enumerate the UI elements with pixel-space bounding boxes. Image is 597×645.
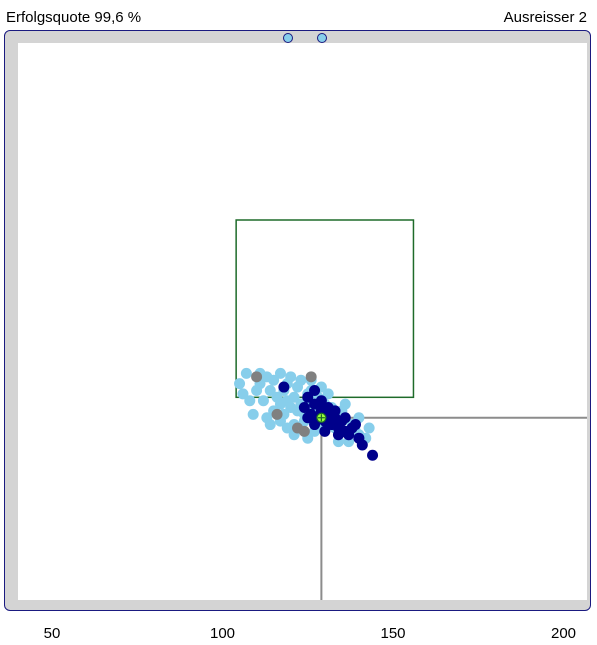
x-tick-label: 50 [43,625,61,642]
shot-point [247,408,259,420]
shot-point [302,391,314,403]
shot-point [295,374,307,386]
range-handle-left[interactable] [283,33,293,43]
success-rate-label: Erfolgsquote 99,6 % [6,9,142,26]
shot-point [264,419,276,431]
shot-point [319,425,331,437]
range-handle-right[interactable] [317,33,327,43]
x-axis: 50 100 150 200 [0,611,597,645]
x-tick-label: 150 [380,625,406,642]
shot-point [264,384,276,396]
shot-point [332,429,344,441]
shot-scatter-svg [234,219,587,600]
shot-point [257,395,269,407]
shot-plot-area[interactable] [18,43,587,600]
shot-point [349,419,361,431]
x-tick-label: 200 [550,625,577,642]
shot-point [285,371,297,383]
shot-point [281,422,293,434]
shot-point [251,384,263,396]
shot-point [271,408,283,420]
shot-point [288,391,300,403]
shot-point [240,367,252,379]
outlier-count-label: Ausreisser 2 [503,9,587,26]
shot-point [343,429,355,441]
shot-point [234,378,246,390]
shot-point [298,425,310,437]
shot-point [339,398,351,410]
shot-point [244,395,256,407]
shot-point [329,405,341,417]
shot-point [305,371,317,383]
shot-point [363,422,375,434]
x-tick-label: 100 [209,625,236,642]
shot-point [309,419,321,431]
shot-point [298,402,310,414]
shot-point [356,439,368,451]
shot-point [251,371,263,383]
shot-point [237,388,249,400]
shot-point [278,381,290,393]
shot-point [322,388,334,400]
shot-point [367,449,379,461]
shot-point [274,367,286,379]
shot-point [339,412,351,424]
shot-point [315,395,327,407]
shot-point [302,412,314,424]
shot-point [309,384,321,396]
